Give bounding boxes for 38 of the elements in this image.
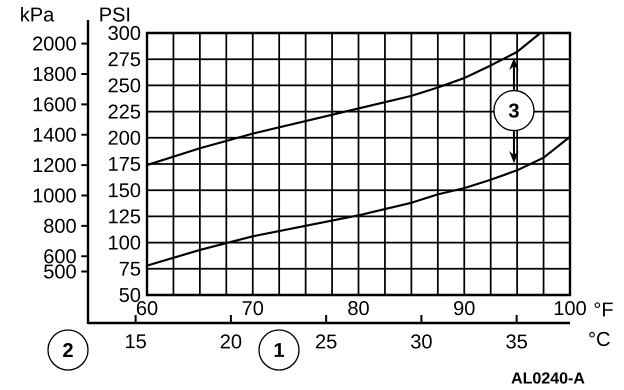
y-tick-label: 225 [108,104,140,119]
x-tick-label: 80 [348,301,369,316]
text: 1 [274,343,284,357]
y2-tick-label: 600 [44,249,76,264]
y-tick-label: 100 [109,236,140,250]
text: 2 [63,343,73,357]
y-tick-label: 150 [109,183,140,198]
y-tick-label: 175 [109,157,140,171]
y-tick-label: 275 [108,52,140,66]
x2-axis-title: °C [589,332,610,346]
x-axis-title: °F [594,302,613,316]
y-tick-label: 250 [108,78,140,92]
x2-tick-label: 35 [506,334,527,349]
y-tick-label: 75 [120,262,140,276]
y-tick-label: 125 [109,209,140,224]
y2-tick-label: 500 [44,264,76,279]
y2-tick-label: 1600 [34,97,76,112]
x2-tick-label: 25 [316,334,336,349]
y-tick-label: 200 [108,130,140,145]
y-tick-label: 50 [120,288,140,302]
x2-tick-label: 20 [220,334,242,349]
y2-axis-title: kPa [21,6,54,22]
y-axis-title: PSI [100,7,130,22]
x-tick-label: 100 [554,301,586,316]
y2-tick-label: 1200 [34,158,76,172]
y2-tick-label: 1400 [34,128,76,142]
y2-tick-label: 800 [44,218,76,233]
y2-tick-label: 2000 [33,36,76,51]
x2-tick-label: 30 [411,334,432,349]
x-tick-label: 70 [242,301,264,316]
y2-tick-label: 1000 [34,188,76,203]
x-tick-label: 90 [454,301,475,316]
annotation: 3 [508,103,519,118]
text: AL0240-A [512,372,584,384]
x-tick-label: 60 [136,301,158,316]
y2-tick-label: 1800 [34,66,76,82]
y-tick-label: 300 [108,26,140,40]
x2-tick-label: 15 [126,334,146,348]
